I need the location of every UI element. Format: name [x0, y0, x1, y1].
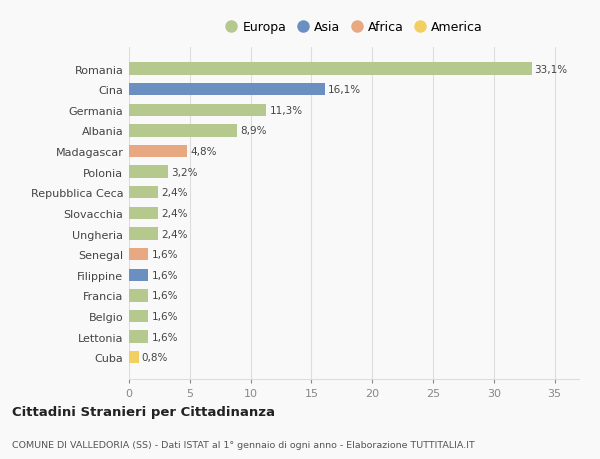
Text: 2,4%: 2,4% — [161, 229, 188, 239]
Bar — [129, 187, 158, 199]
Text: 2,4%: 2,4% — [161, 188, 188, 198]
Text: 0,8%: 0,8% — [142, 353, 168, 363]
Text: 4,8%: 4,8% — [190, 147, 217, 157]
Text: 1,6%: 1,6% — [151, 311, 178, 321]
Text: Cittadini Stranieri per Cittadinanza: Cittadini Stranieri per Cittadinanza — [12, 405, 275, 419]
Text: 2,4%: 2,4% — [161, 208, 188, 218]
Legend: Europa, Asia, Africa, America: Europa, Asia, Africa, America — [220, 17, 488, 39]
Bar — [129, 166, 168, 179]
Bar — [129, 146, 187, 158]
Bar — [129, 125, 237, 137]
Bar — [129, 104, 266, 117]
Bar — [129, 248, 148, 261]
Text: 1,6%: 1,6% — [151, 250, 178, 260]
Text: 1,6%: 1,6% — [151, 291, 178, 301]
Bar — [129, 351, 139, 364]
Bar — [129, 331, 148, 343]
Bar — [129, 310, 148, 323]
Bar — [129, 84, 325, 96]
Text: 3,2%: 3,2% — [171, 167, 197, 177]
Bar — [129, 228, 158, 240]
Text: 11,3%: 11,3% — [269, 106, 302, 116]
Bar — [129, 207, 158, 219]
Text: COMUNE DI VALLEDORIA (SS) - Dati ISTAT al 1° gennaio di ogni anno - Elaborazione: COMUNE DI VALLEDORIA (SS) - Dati ISTAT a… — [12, 441, 475, 449]
Text: 16,1%: 16,1% — [328, 85, 361, 95]
Text: 8,9%: 8,9% — [240, 126, 267, 136]
Bar — [129, 63, 532, 76]
Text: 1,6%: 1,6% — [151, 270, 178, 280]
Text: 1,6%: 1,6% — [151, 332, 178, 342]
Bar — [129, 269, 148, 281]
Text: 33,1%: 33,1% — [535, 64, 568, 74]
Bar — [129, 290, 148, 302]
